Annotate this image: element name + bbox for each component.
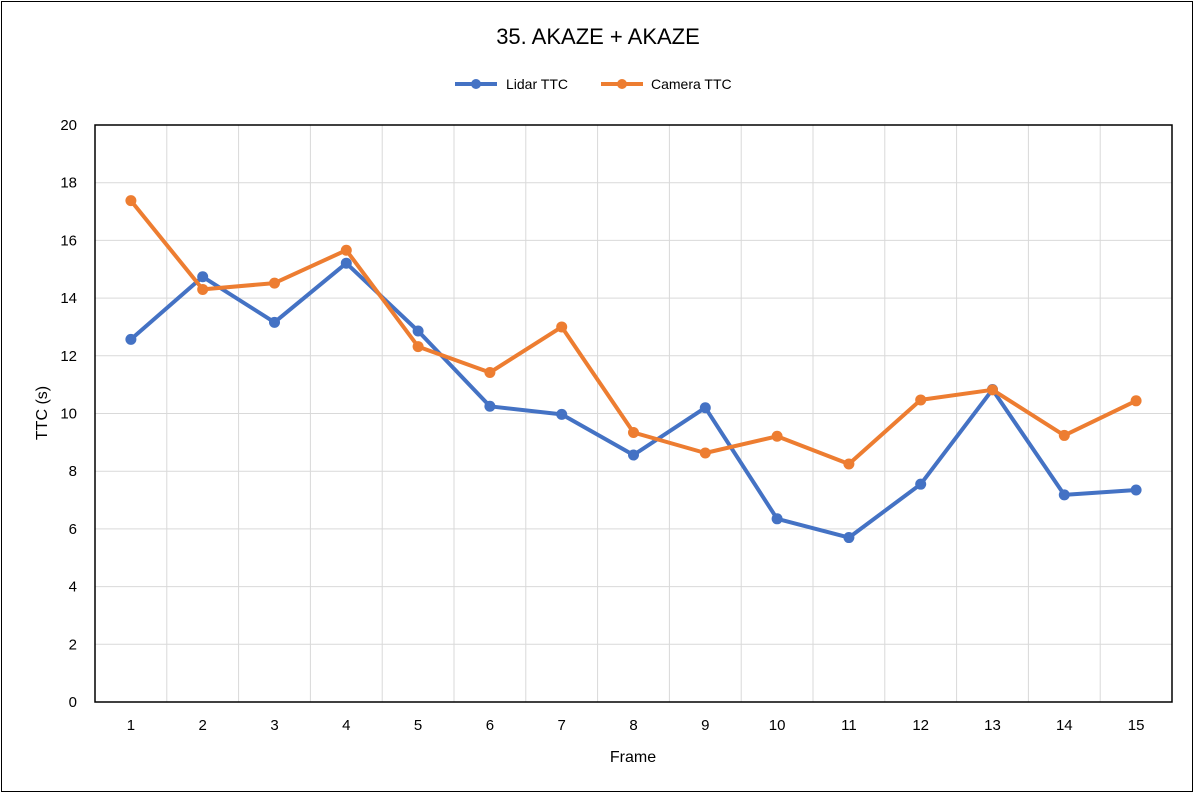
plot-area: [94, 124, 1173, 703]
data-point[interactable]: [843, 532, 855, 544]
legend-item-camera[interactable]: Camera TTC: [601, 76, 732, 92]
x-tick-label: 12: [912, 717, 929, 734]
x-tick-label: 7: [558, 717, 566, 734]
data-point[interactable]: [699, 402, 711, 414]
data-point[interactable]: [1130, 395, 1142, 407]
x-tick-label: 6: [486, 717, 494, 734]
data-point[interactable]: [125, 333, 137, 345]
data-point[interactable]: [915, 478, 927, 490]
data-point[interactable]: [125, 195, 137, 207]
x-axis-ticks: 1 2 3 4 5 6 7 8 9 10 11 12 13 14 15: [127, 717, 1145, 734]
x-tick-label: 10: [769, 717, 786, 734]
data-point[interactable]: [484, 367, 496, 379]
x-tick-label: 9: [701, 717, 709, 734]
y-tick-label: 12: [60, 348, 77, 365]
data-point[interactable]: [771, 430, 783, 442]
x-tick-label: 11: [841, 717, 857, 734]
data-point[interactable]: [197, 283, 209, 295]
y-tick-label: 10: [60, 406, 77, 423]
y-axis-title: TTC (s): [34, 386, 51, 440]
legend-label-lidar: Lidar TTC: [506, 76, 568, 92]
data-point[interactable]: [628, 427, 639, 439]
data-point[interactable]: [628, 449, 639, 461]
x-tick-label: 15: [1128, 717, 1145, 734]
y-tick-label: 20: [60, 117, 77, 134]
data-point[interactable]: [556, 321, 568, 333]
data-point[interactable]: [771, 513, 783, 525]
series-camera: [125, 195, 1142, 470]
y-tick-label: 14: [60, 290, 77, 307]
data-point[interactable]: [1130, 484, 1142, 496]
gridlines: [95, 124, 1172, 703]
x-tick-label: 14: [1056, 717, 1073, 734]
data-point[interactable]: [197, 271, 209, 283]
y-axis-ticks: 0 2 4 6 8 10 12 14 16 18 20: [60, 117, 77, 711]
data-point[interactable]: [915, 394, 927, 406]
legend-label-camera: Camera TTC: [651, 76, 732, 92]
legend: Lidar TTC Camera TTC: [455, 76, 732, 92]
y-tick-label: 8: [69, 463, 77, 480]
x-axis-title: Frame: [610, 749, 656, 766]
x-tick-label: 8: [629, 717, 637, 734]
series-line: [129, 261, 1137, 540]
data-point[interactable]: [269, 316, 280, 328]
x-tick-label: 4: [342, 717, 350, 734]
data-point[interactable]: [269, 277, 280, 289]
y-tick-label: 2: [69, 636, 77, 653]
data-point[interactable]: [412, 341, 424, 353]
legend-marker-camera: [617, 79, 627, 89]
data-point[interactable]: [987, 384, 998, 396]
legend-item-lidar[interactable]: Lidar TTC: [455, 76, 568, 92]
y-tick-label: 6: [69, 521, 77, 538]
data-point[interactable]: [340, 257, 352, 269]
x-tick-label: 1: [127, 717, 135, 734]
legend-marker-lidar: [471, 79, 481, 89]
data-point[interactable]: [1058, 429, 1070, 441]
x-tick-label: 5: [414, 717, 422, 734]
y-tick-label: 16: [60, 232, 77, 249]
data-point[interactable]: [1058, 489, 1070, 501]
x-tick-label: 13: [984, 717, 1001, 734]
data-point[interactable]: [843, 458, 855, 470]
data-point[interactable]: [340, 244, 352, 256]
data-point[interactable]: [699, 447, 711, 459]
y-tick-label: 18: [60, 175, 77, 192]
x-tick-label: 2: [199, 717, 207, 734]
series-group: [125, 195, 1142, 544]
series-lidar: [125, 257, 1142, 544]
data-point[interactable]: [412, 325, 424, 337]
x-tick-label: 3: [270, 717, 278, 734]
chart-title: 35. AKAZE + AKAZE: [496, 24, 700, 49]
data-point[interactable]: [556, 408, 568, 420]
data-point[interactable]: [484, 400, 496, 412]
y-tick-label: 0: [69, 694, 77, 711]
y-tick-label: 4: [69, 579, 77, 596]
